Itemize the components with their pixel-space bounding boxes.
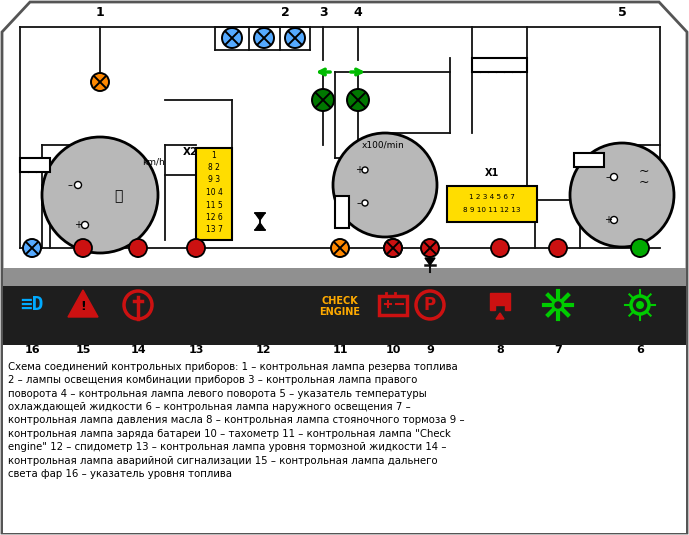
Text: 10 4: 10 4 [205, 188, 223, 197]
Text: X2: X2 [183, 147, 198, 157]
Text: 13: 13 [188, 345, 204, 355]
Text: 12: 12 [255, 345, 271, 355]
Bar [196, 148, 232, 240]
Text: –: – [606, 172, 610, 182]
Circle shape [285, 28, 305, 48]
Text: ENGINE: ENGINE [320, 307, 360, 317]
Circle shape [331, 239, 349, 257]
Polygon shape [425, 258, 435, 265]
Circle shape [491, 239, 509, 257]
Bar [335, 196, 349, 228]
Circle shape [254, 28, 274, 48]
Text: P: P [424, 296, 436, 314]
Text: 9 3: 9 3 [208, 175, 220, 185]
Circle shape [42, 137, 158, 253]
Bar [447, 186, 537, 222]
Text: 5: 5 [617, 6, 626, 19]
Circle shape [362, 200, 368, 206]
Text: 11 5: 11 5 [205, 201, 223, 210]
Text: X1: X1 [485, 168, 499, 178]
Circle shape [610, 173, 617, 180]
Circle shape [347, 89, 369, 111]
Bar [3, 345, 686, 533]
Bar [472, 58, 527, 72]
Polygon shape [255, 223, 265, 230]
Text: –: – [68, 180, 72, 190]
Text: 15: 15 [75, 345, 91, 355]
Text: ~
~: ~ ~ [639, 165, 649, 189]
Text: ⛽: ⛽ [114, 189, 122, 203]
Circle shape [570, 143, 674, 247]
Circle shape [549, 239, 567, 257]
Text: !: ! [80, 301, 86, 314]
Text: 8: 8 [496, 345, 504, 355]
Text: km/h: km/h [142, 157, 165, 166]
Circle shape [74, 181, 81, 188]
Text: +: + [355, 165, 363, 175]
Circle shape [81, 221, 88, 228]
Text: 3: 3 [319, 6, 327, 19]
Text: –: – [357, 198, 362, 208]
Circle shape [333, 133, 437, 237]
Text: 1: 1 [212, 150, 216, 159]
Circle shape [129, 239, 147, 257]
Circle shape [552, 299, 564, 311]
Circle shape [631, 239, 649, 257]
Bar [574, 153, 604, 167]
Circle shape [91, 73, 109, 91]
Text: 8 9 10 11 12 13: 8 9 10 11 12 13 [463, 207, 521, 213]
Text: 10: 10 [385, 345, 401, 355]
Circle shape [187, 239, 205, 257]
Text: +: + [74, 220, 82, 230]
Circle shape [610, 217, 617, 224]
Text: 11: 11 [332, 345, 348, 355]
Bar [20, 158, 50, 172]
Circle shape [362, 167, 368, 173]
Bar [379, 296, 407, 315]
Bar [3, 268, 686, 286]
Text: 9: 9 [426, 345, 434, 355]
Text: 13 7: 13 7 [205, 225, 223, 234]
Text: 2: 2 [280, 6, 289, 19]
Text: +: + [604, 215, 612, 225]
Circle shape [384, 239, 402, 257]
Text: CHECK: CHECK [322, 296, 358, 306]
Text: 8 2: 8 2 [208, 163, 220, 172]
Text: x100/min: x100/min [362, 140, 404, 149]
Circle shape [636, 301, 644, 309]
Bar [3, 286, 686, 345]
Circle shape [312, 89, 334, 111]
Text: ≡D: ≡D [20, 295, 43, 315]
Text: •: • [497, 297, 503, 307]
Text: 14: 14 [130, 345, 146, 355]
Circle shape [555, 302, 561, 308]
Circle shape [23, 239, 41, 257]
Text: 1: 1 [96, 6, 104, 19]
Text: 4: 4 [353, 6, 362, 19]
Text: 1 2 3 4 5 6 7: 1 2 3 4 5 6 7 [469, 194, 515, 200]
Circle shape [384, 239, 402, 257]
Polygon shape [255, 213, 265, 220]
Circle shape [421, 239, 439, 257]
Polygon shape [496, 313, 504, 319]
Text: 16: 16 [24, 345, 40, 355]
Text: 6: 6 [636, 345, 644, 355]
Polygon shape [490, 293, 510, 310]
Polygon shape [68, 290, 98, 317]
Circle shape [222, 28, 242, 48]
Circle shape [74, 239, 92, 257]
Text: 12 6: 12 6 [205, 213, 223, 222]
Text: 7: 7 [554, 345, 562, 355]
Text: Схема соединений контрольных приборов: 1 – контрольная лампа резерва топлива
2 –: Схема соединений контрольных приборов: 1… [8, 362, 464, 479]
